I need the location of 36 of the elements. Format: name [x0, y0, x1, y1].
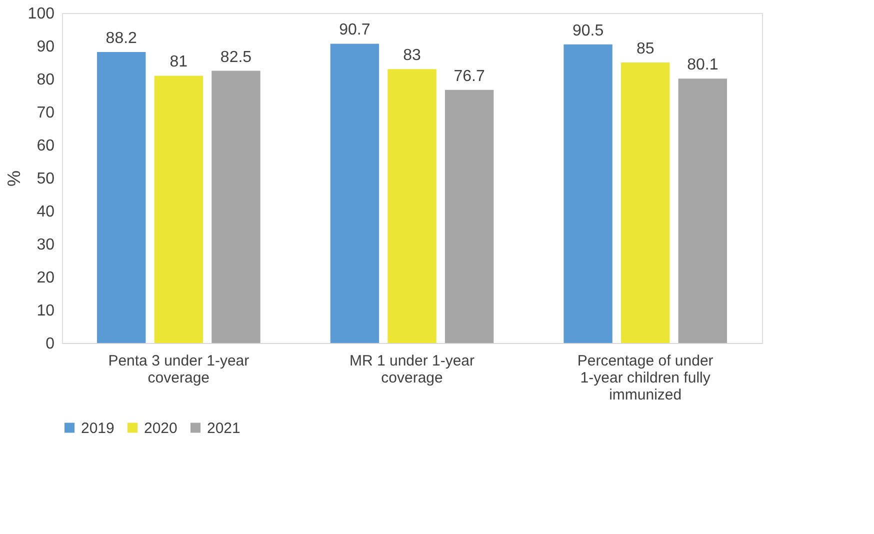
- data-label: 82.5: [220, 48, 252, 66]
- bar: [564, 44, 612, 343]
- data-label: 85: [636, 40, 654, 58]
- y-tick-label: 30: [36, 236, 55, 254]
- data-label: 90.5: [572, 22, 604, 40]
- y-tick-label: 20: [36, 270, 55, 286]
- y-tick-label: 50: [36, 170, 55, 188]
- data-label: 81: [170, 54, 188, 71]
- x-tick-label: Percentage of under 1-year children fully immunized: [577, 352, 714, 404]
- y-axis-title: %: [4, 170, 24, 187]
- y-tick-label: 10: [36, 302, 55, 320]
- bar: [97, 52, 146, 343]
- y-tick-label: 100: [28, 6, 55, 22]
- y-tick-label: 40: [36, 204, 55, 220]
- legend-label: 2021: [207, 420, 240, 437]
- data-label: 76.7: [454, 68, 485, 85]
- data-label: 88.2: [106, 30, 138, 47]
- data-label: 80.1: [687, 56, 718, 74]
- bar: [212, 70, 260, 343]
- y-tick-label: 90: [36, 38, 55, 56]
- y-tick-label: 70: [36, 104, 55, 122]
- bar: [444, 90, 494, 343]
- bar: [330, 44, 380, 343]
- x-tick-label: Penta 3 under 1-year coverage: [108, 352, 250, 386]
- bar: [678, 78, 727, 343]
- x-tick-label: MR 1 under 1-year coverage: [349, 352, 475, 386]
- legend-label: 2020: [144, 420, 178, 437]
- bar: [620, 62, 670, 343]
- y-tick-label: 0: [46, 336, 55, 352]
- y-tick-label: 80: [36, 72, 55, 88]
- bar: [388, 69, 436, 343]
- data-label: 83: [403, 47, 421, 64]
- bar: [154, 76, 204, 343]
- legend-label: 2019: [81, 420, 114, 437]
- data-label: 90.7: [339, 22, 370, 39]
- y-tick-label: 60: [36, 138, 55, 154]
